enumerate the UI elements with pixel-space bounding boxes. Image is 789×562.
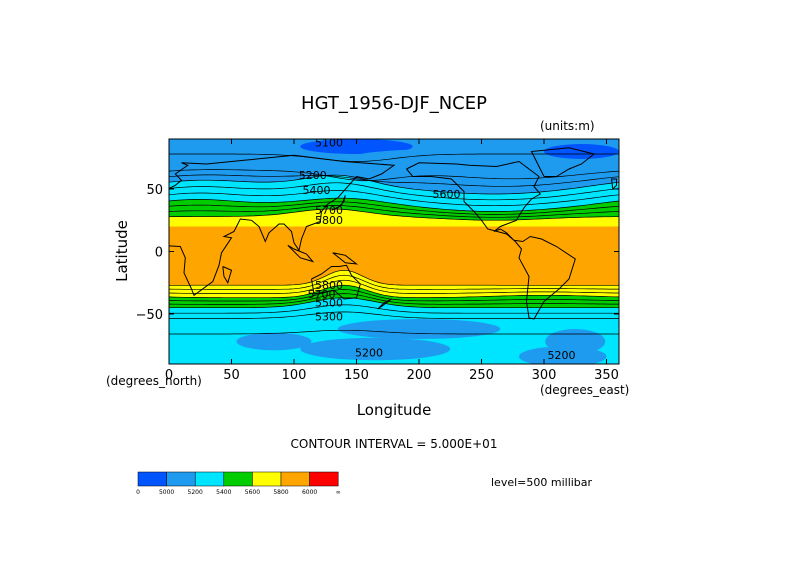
x-axis-ticks: 0 50 100 150 200 250 300 350 <box>165 139 619 383</box>
coastline-segment <box>222 266 233 285</box>
chart-title: HGT_1956-DJF_NCEP <box>301 93 487 114</box>
contour-line-north <box>169 169 619 181</box>
legend-label: 6000 <box>302 489 317 496</box>
y-units-label: (degrees_north) <box>106 374 202 388</box>
map-area <box>169 139 619 364</box>
contour-line-south <box>169 311 619 319</box>
contour-label: 5700 <box>315 204 343 217</box>
field-blob <box>337 319 501 339</box>
legend-swatch <box>137 471 167 487</box>
x-tick-label: 350 <box>594 368 619 383</box>
contour-line-south <box>169 293 619 305</box>
legend-label: ∞ <box>336 489 341 496</box>
legend-swatch <box>166 471 196 487</box>
contour-line-north <box>169 174 619 187</box>
contour-line-south <box>169 329 619 335</box>
y-axis-label: Latitude <box>113 220 131 282</box>
contour-line-south <box>169 279 619 294</box>
contour-line-south <box>169 297 619 309</box>
legend-label: 5000 <box>159 489 174 496</box>
contour-line-north <box>169 205 619 218</box>
legend-swatch <box>309 471 339 487</box>
y-axis-ticks: 50 0 −50 <box>136 183 619 323</box>
legend-label: 0 <box>136 489 140 496</box>
contour-lines <box>169 153 619 335</box>
legend-label: 5600 <box>245 489 260 496</box>
field-band-5800 <box>169 226 619 286</box>
contour-line-north <box>169 153 619 162</box>
field-blob <box>300 139 413 154</box>
contour-line-north <box>169 190 619 207</box>
x-tick-label: 300 <box>532 368 557 383</box>
legend-swatch <box>280 471 310 487</box>
contour-line-north <box>169 201 619 215</box>
contour-line-south <box>169 304 619 314</box>
x-tick-label: 0 <box>165 368 173 383</box>
contour-line-north <box>169 182 619 201</box>
contour-interval-text: CONTOUR INTERVAL = 5.000E+01 <box>291 437 498 451</box>
field-band-5200-north <box>169 175 619 212</box>
x-units-label: (degrees_east) <box>540 383 629 397</box>
color-legend: 0 5000 5200 5400 5600 5800 6000 ∞ <box>136 471 341 496</box>
legend-label: 5800 <box>273 489 288 496</box>
contour-label: 5200 <box>548 349 576 362</box>
x-tick-label: 150 <box>344 368 369 383</box>
contour-label: 5600 <box>433 188 461 201</box>
field-band-5400-north <box>169 198 619 221</box>
coastline-segment <box>311 264 361 300</box>
y-tick-label: −50 <box>136 308 163 323</box>
x-tick-label: 250 <box>469 368 494 383</box>
coastline-segment <box>610 178 617 190</box>
coastline-segment <box>287 244 315 263</box>
field-band-5400-south <box>169 285 619 308</box>
field-blob <box>519 346 607 364</box>
contour-line-south <box>169 289 619 302</box>
x-tick-label: 50 <box>223 368 240 383</box>
legend-swatch <box>252 471 282 487</box>
coastline-segment <box>406 160 576 320</box>
x-tick-label: 200 <box>407 368 432 383</box>
x-axis-label: Longitude <box>357 401 432 419</box>
coastline-segment <box>331 195 346 211</box>
legend-swatch <box>223 471 253 487</box>
legend-label: 5200 <box>188 489 203 496</box>
y-tick-label: 0 <box>155 246 163 261</box>
contour-label: 5200 <box>299 169 327 182</box>
contour-label: 5200 <box>355 347 383 360</box>
contour-line-north <box>169 197 619 212</box>
units-label: (units:m) <box>540 119 595 133</box>
field-blob <box>346 149 547 169</box>
contour-line-north <box>169 208 619 221</box>
contour-line-south <box>169 284 619 299</box>
coastline-segment <box>169 154 396 297</box>
field-blob <box>236 332 312 351</box>
contour-label: 5800 <box>315 214 343 227</box>
contour-line-south <box>169 269 619 286</box>
x-tick-label: 100 <box>282 368 307 383</box>
contour-label: 5500 <box>315 297 343 310</box>
coastline-segment <box>332 252 359 265</box>
contour-label: 5800 <box>315 279 343 292</box>
legend-label: 5400 <box>216 489 231 496</box>
contour-label: 5400 <box>303 184 331 197</box>
field-band-5600-south <box>169 270 619 298</box>
field-blob <box>300 337 451 361</box>
contour-line-south <box>169 274 619 290</box>
coastline-segment <box>530 147 596 177</box>
coastline-segment <box>377 298 392 310</box>
field-band-5600-north <box>169 209 619 227</box>
contour-line-north <box>169 174 619 195</box>
level-text: level=500 millibar <box>491 476 593 489</box>
coastlines <box>169 147 617 320</box>
contour-label: 5700 <box>308 288 336 301</box>
contour-label: 5100 <box>315 137 343 150</box>
field-blob <box>544 144 619 159</box>
y-tick-label: 50 <box>146 183 163 198</box>
contour-label: 5300 <box>315 310 343 323</box>
legend-swatch <box>194 471 225 487</box>
